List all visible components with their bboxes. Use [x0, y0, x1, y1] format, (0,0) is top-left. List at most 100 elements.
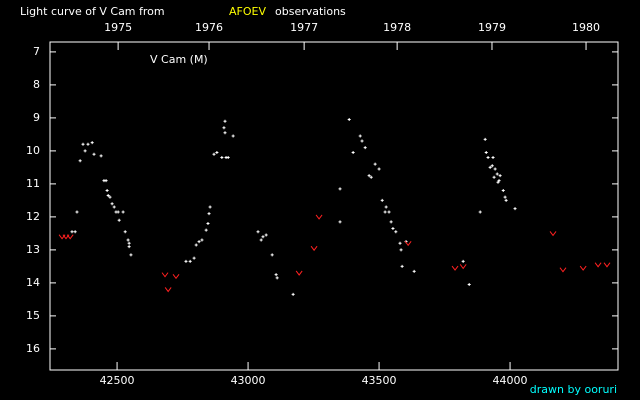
- data-point: [110, 202, 114, 206]
- data-point: [367, 174, 371, 178]
- data-point: [112, 205, 116, 209]
- data-point: [310, 245, 318, 252]
- data-point: [360, 139, 364, 143]
- data-point: [264, 233, 268, 237]
- data-point: [478, 210, 482, 214]
- data-point: [188, 259, 192, 263]
- annotation: V Cam (M): [150, 53, 208, 66]
- data-point: [274, 273, 278, 277]
- data-point: [83, 149, 87, 153]
- data-point: [200, 238, 204, 242]
- x-tick-label: 44000: [493, 374, 528, 387]
- data-point: [226, 155, 230, 159]
- data-point: [275, 276, 279, 280]
- data-point: [559, 267, 567, 273]
- data-point: [513, 207, 517, 211]
- data-point: [391, 226, 395, 230]
- y-tick-label: 11: [26, 177, 40, 190]
- data-point: [347, 118, 351, 122]
- chart-title: Light curve of V Cam from: [20, 5, 165, 18]
- y-tick-label: 9: [33, 111, 40, 124]
- data-point: [549, 231, 557, 237]
- data-point: [223, 119, 227, 123]
- data-point: [108, 195, 112, 199]
- data-point: [579, 265, 587, 271]
- data-point: [206, 221, 210, 225]
- y-tick-label: 10: [26, 144, 40, 157]
- data-point: [380, 198, 384, 202]
- data-point: [603, 262, 611, 268]
- data-point: [81, 142, 85, 146]
- data-point: [363, 146, 367, 150]
- data-point: [467, 283, 471, 287]
- data-point: [164, 287, 172, 293]
- data-point: [496, 180, 500, 184]
- data-point: [383, 210, 387, 214]
- data-point: [400, 264, 404, 268]
- data-point: [492, 175, 496, 179]
- data-point: [161, 272, 169, 278]
- data-point: [204, 228, 208, 232]
- data-point: [503, 195, 507, 199]
- data-point: [192, 256, 196, 260]
- data-point: [498, 174, 502, 178]
- data-point: [129, 253, 133, 257]
- chart-title-suffix: observations: [275, 5, 346, 18]
- data-point: [461, 259, 465, 263]
- data-point: [387, 210, 391, 214]
- data-point: [261, 235, 265, 239]
- data-point: [412, 269, 416, 273]
- data-point: [486, 155, 490, 159]
- data-point: [594, 262, 602, 268]
- data-point: [491, 155, 495, 159]
- data-point: [194, 243, 198, 247]
- data-point: [104, 179, 108, 183]
- data-point: [127, 241, 131, 245]
- credit: drawn by ooruri: [530, 383, 617, 396]
- y-tick-label: 8: [33, 78, 40, 91]
- y-tick-label: 16: [26, 342, 40, 355]
- data-point: [86, 142, 90, 146]
- data-point: [121, 210, 125, 214]
- data-point: [295, 270, 303, 276]
- data-point: [256, 230, 260, 234]
- data-point: [389, 220, 393, 224]
- data-point: [373, 162, 377, 166]
- x2-tick-label: 1976: [195, 21, 223, 34]
- y-tick-label: 12: [26, 210, 40, 223]
- y-tick-label: 7: [33, 45, 40, 58]
- x-tick-label: 43000: [231, 374, 266, 387]
- data-point: [377, 167, 381, 171]
- data-point: [338, 220, 342, 224]
- data-point: [351, 151, 355, 155]
- x2-tick-label: 1979: [478, 21, 506, 34]
- data-point: [106, 193, 110, 197]
- data-point: [215, 151, 219, 155]
- data-point: [73, 230, 77, 234]
- data-point: [451, 265, 459, 271]
- y-tick-label: 15: [26, 309, 40, 322]
- data-point: [126, 238, 130, 242]
- data-point: [70, 230, 74, 234]
- data-point: [92, 152, 96, 156]
- data-point: [116, 210, 120, 214]
- data-point: [231, 134, 235, 138]
- data-point: [399, 248, 403, 252]
- data-point: [75, 210, 79, 214]
- x-tick-label: 43500: [362, 374, 397, 387]
- data-point: [270, 253, 274, 257]
- data-point: [497, 179, 501, 183]
- data-point: [484, 151, 488, 155]
- data-point: [404, 240, 412, 247]
- data-point: [127, 245, 131, 249]
- data-point: [66, 234, 74, 240]
- data-point: [223, 131, 227, 135]
- data-point: [369, 175, 373, 179]
- data-point: [394, 230, 398, 234]
- data-point: [495, 172, 499, 176]
- data-point: [504, 198, 508, 202]
- data-point: [488, 165, 492, 169]
- data-point: [501, 188, 505, 192]
- data-point: [207, 212, 211, 216]
